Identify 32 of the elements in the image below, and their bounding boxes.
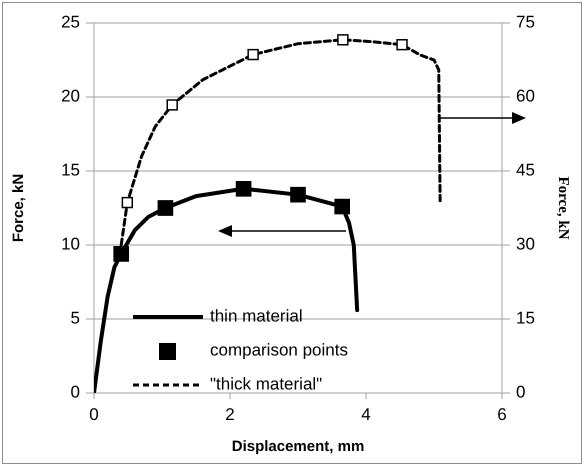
y-tick-label: 5 xyxy=(70,308,80,328)
y2-tick-label: 45 xyxy=(516,160,535,180)
y-tick-label: 15 xyxy=(61,160,80,180)
y-tick-label: 25 xyxy=(61,12,80,32)
point xyxy=(396,39,408,50)
legend-label: thin material xyxy=(210,306,303,326)
point xyxy=(166,99,178,111)
y2-tick-label: 75 xyxy=(516,12,535,32)
y-axis-title: Force, kN xyxy=(10,174,28,242)
x-axis-title: Displacement, mm xyxy=(232,438,364,456)
legend-label: comparison points xyxy=(210,340,348,360)
point xyxy=(337,34,349,46)
point xyxy=(247,48,259,60)
y2-tick-label: 60 xyxy=(516,86,535,106)
x-tick-label: 0 xyxy=(89,404,99,424)
y2-axis-title: Force, kN xyxy=(555,176,572,240)
y-tick-label: 10 xyxy=(61,234,80,254)
legend-label: "thick material" xyxy=(210,374,322,394)
point xyxy=(236,180,252,197)
y-tick-label: 20 xyxy=(61,86,80,106)
point xyxy=(122,196,134,208)
x-tick-label: 2 xyxy=(225,404,235,424)
x-tick-label: 4 xyxy=(361,404,371,424)
point xyxy=(334,198,350,214)
y-tick-label: 0 xyxy=(70,382,80,402)
point xyxy=(113,246,130,262)
y2-tick-label: 30 xyxy=(516,234,535,254)
y2-tick-label: 15 xyxy=(516,308,535,328)
y2-tick-label: 0 xyxy=(516,382,526,402)
point xyxy=(290,186,306,202)
point xyxy=(158,200,174,216)
x-tick-label: 6 xyxy=(497,404,507,424)
